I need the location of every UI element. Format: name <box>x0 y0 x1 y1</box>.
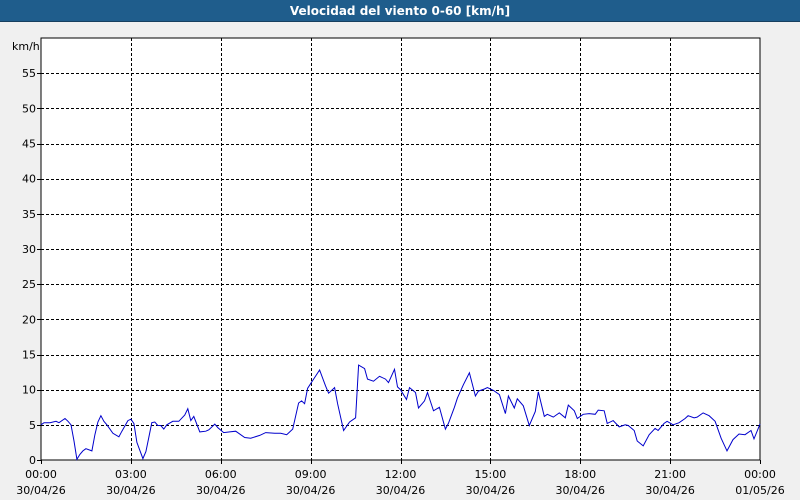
x-tick-label-time: 03:00 <box>115 468 147 481</box>
series-layer <box>40 364 761 461</box>
y-tick-label: 5 <box>29 419 36 432</box>
grid-lines <box>41 38 760 460</box>
x-tick-label-date: 01/05/26 <box>735 484 784 497</box>
x-tick-label-date: 30/04/26 <box>106 484 155 497</box>
y-tick-label: 50 <box>22 102 36 115</box>
x-tick-label-date: 30/04/26 <box>376 484 425 497</box>
y-tick-label: 40 <box>22 173 36 186</box>
x-tick-label-time: 00:00 <box>744 468 776 481</box>
y-tick-label: 0 <box>29 454 36 467</box>
x-tick-label-time: 00:00 <box>25 468 57 481</box>
x-tick-label-time: 12:00 <box>385 468 417 481</box>
y-tick-label: 25 <box>22 278 36 291</box>
x-tick-label-time: 15:00 <box>475 468 507 481</box>
y-axis-label: km/h <box>12 40 40 53</box>
x-tick-label-time: 09:00 <box>295 468 327 481</box>
x-tick-label-date: 30/04/26 <box>645 484 694 497</box>
y-tick-label: 35 <box>22 208 36 221</box>
chart-title: Velocidad del viento 0-60 [km/h] <box>289 4 511 18</box>
y-tick-label: 10 <box>22 384 36 397</box>
axis-labels: 0 5 10 15 20 25 30 35 40 45 50 55 km/h 00:00 30/04/26 0… <box>12 40 785 497</box>
x-tick-label-time: 18:00 <box>564 468 596 481</box>
y-tick-label: 20 <box>22 313 36 326</box>
y-tick-label: 45 <box>22 138 36 151</box>
y-tick-label: 55 <box>22 67 36 80</box>
x-tick-label-date: 30/04/26 <box>16 484 65 497</box>
x-tick-label-date: 30/04/26 <box>286 484 335 497</box>
x-tick-label-date: 30/04/26 <box>196 484 245 497</box>
y-tick-label: 15 <box>22 349 36 362</box>
x-tick-label-time: 06:00 <box>205 468 237 481</box>
y-tick-label: 30 <box>22 243 36 256</box>
chart-title-bar: Velocidad del viento 0-60 [km/h] <box>0 0 800 22</box>
x-tick-label-date: 30/04/26 <box>466 484 515 497</box>
series-line <box>40 364 761 461</box>
x-tick-label-date: 30/04/26 <box>556 484 605 497</box>
x-tick-label-time: 21:00 <box>654 468 686 481</box>
